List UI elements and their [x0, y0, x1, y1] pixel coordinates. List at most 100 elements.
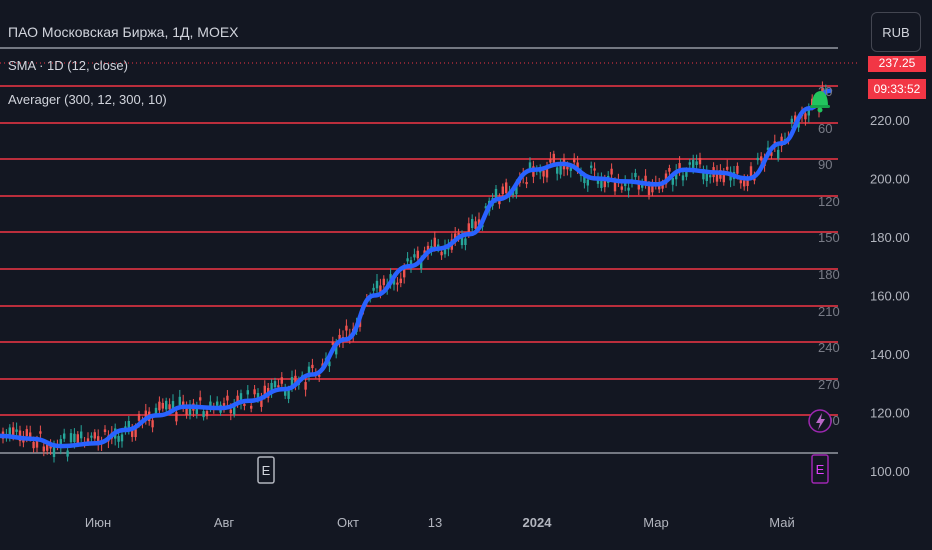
earnings-marker-upcoming-label: E	[816, 462, 825, 477]
candle-body	[39, 431, 42, 434]
candle-body	[273, 381, 277, 388]
candle-body	[722, 173, 725, 183]
candle-body	[331, 341, 334, 345]
candle-body	[97, 436, 100, 445]
candle-body	[736, 165, 739, 174]
candle-body	[477, 219, 481, 226]
level-labels: 306090120150180210240270300	[818, 84, 840, 428]
candle-body	[746, 178, 749, 186]
candle-body	[15, 429, 18, 432]
candle-body	[511, 192, 515, 196]
candle-body	[698, 157, 702, 165]
candle-body	[63, 433, 66, 439]
sma-line	[0, 88, 833, 449]
currency-button[interactable]: RUB	[871, 12, 921, 52]
symbol-title[interactable]: ПАО Московская Биржа, 1Д, MOEX	[8, 24, 239, 40]
candle-body	[52, 446, 56, 457]
price-tick-label: 100.00	[870, 464, 910, 479]
earnings-marker-upcoming[interactable]: E	[811, 454, 829, 484]
candle-body	[603, 178, 606, 188]
candle-body	[413, 254, 416, 258]
time-tick-label: Окт	[337, 515, 359, 530]
candle-body	[375, 280, 379, 289]
level-label: 90	[818, 157, 832, 172]
candle-body	[345, 325, 348, 331]
time-axis: Июн Авг Окт 13 2024 Мар Май	[85, 515, 795, 530]
earnings-marker[interactable]: E	[257, 456, 275, 484]
price-tick-label: 220.00	[870, 113, 910, 128]
candle-body	[590, 165, 593, 168]
candle-body	[726, 166, 729, 170]
candle-body	[86, 438, 90, 443]
candle-body	[396, 282, 399, 285]
candle-body	[627, 187, 630, 191]
candle-body	[304, 382, 307, 390]
candle-body	[433, 237, 436, 249]
candle-body	[790, 118, 793, 123]
candle-body	[392, 279, 396, 285]
candle-body	[209, 401, 212, 407]
candle-body	[807, 107, 810, 116]
candle-body	[277, 385, 280, 388]
candle-body	[403, 267, 406, 278]
candle-body	[743, 180, 746, 187]
candle-body	[545, 168, 549, 178]
candle-body	[474, 221, 477, 229]
price-axis: 220.00 200.00 180.00 160.00 140.00 120.00 100.…	[870, 113, 910, 479]
candle-body	[199, 397, 202, 401]
time-tick-label: 2024	[523, 515, 553, 530]
candle-body	[484, 206, 487, 209]
candle-body	[270, 382, 273, 392]
level-label: 150	[818, 230, 840, 245]
candle-body	[416, 250, 419, 259]
candle-body	[634, 172, 637, 178]
candle-body	[29, 432, 32, 438]
candle-body	[440, 251, 443, 256]
time-tick-label: Мар	[643, 515, 668, 530]
candle-body	[229, 409, 232, 414]
candle-body	[467, 223, 470, 233]
candle-body	[443, 245, 447, 255]
time-tick-label: Июн	[85, 515, 111, 530]
candle-body	[69, 433, 73, 443]
price-tick-label: 120.00	[870, 406, 910, 421]
candle-body	[46, 444, 49, 451]
level-label: 240	[818, 340, 840, 355]
candle-body	[154, 407, 158, 414]
candle-body	[294, 375, 297, 385]
candle-body	[246, 390, 249, 395]
candle-body	[182, 401, 185, 407]
level-label: 270	[818, 377, 840, 392]
candle-body	[151, 420, 154, 428]
candle-body	[124, 426, 127, 430]
lightning-icon[interactable]	[808, 409, 832, 433]
candle-body	[131, 428, 134, 437]
sma-indicator-legend[interactable]: SMA · 1D (12, close)	[8, 58, 128, 73]
candle-body	[260, 398, 263, 407]
candle-body	[287, 389, 290, 399]
price-tick-label: 180.00	[870, 230, 910, 245]
candle-body	[583, 176, 586, 184]
candle-body	[66, 450, 69, 457]
candle-body	[236, 395, 239, 404]
candle-body	[35, 439, 39, 448]
candle-body	[600, 179, 603, 188]
candle-body	[406, 258, 409, 262]
candle-body	[168, 404, 171, 410]
candle-body	[777, 149, 780, 159]
averager-indicator-legend[interactable]: Averager (300, 12, 300, 10)	[8, 92, 167, 107]
candle-body	[134, 429, 137, 438]
candle-body	[127, 420, 130, 430]
candle-body	[8, 427, 11, 437]
candle-body	[596, 178, 600, 184]
alert-bell-icon[interactable]	[810, 91, 830, 113]
candle-body	[175, 412, 178, 422]
candle-body	[794, 115, 797, 122]
candle-body	[195, 407, 198, 414]
candle-body	[525, 182, 528, 185]
candle-body	[668, 168, 671, 172]
candle-body	[586, 179, 589, 186]
candle-body	[641, 184, 644, 188]
candle-body	[671, 178, 674, 185]
